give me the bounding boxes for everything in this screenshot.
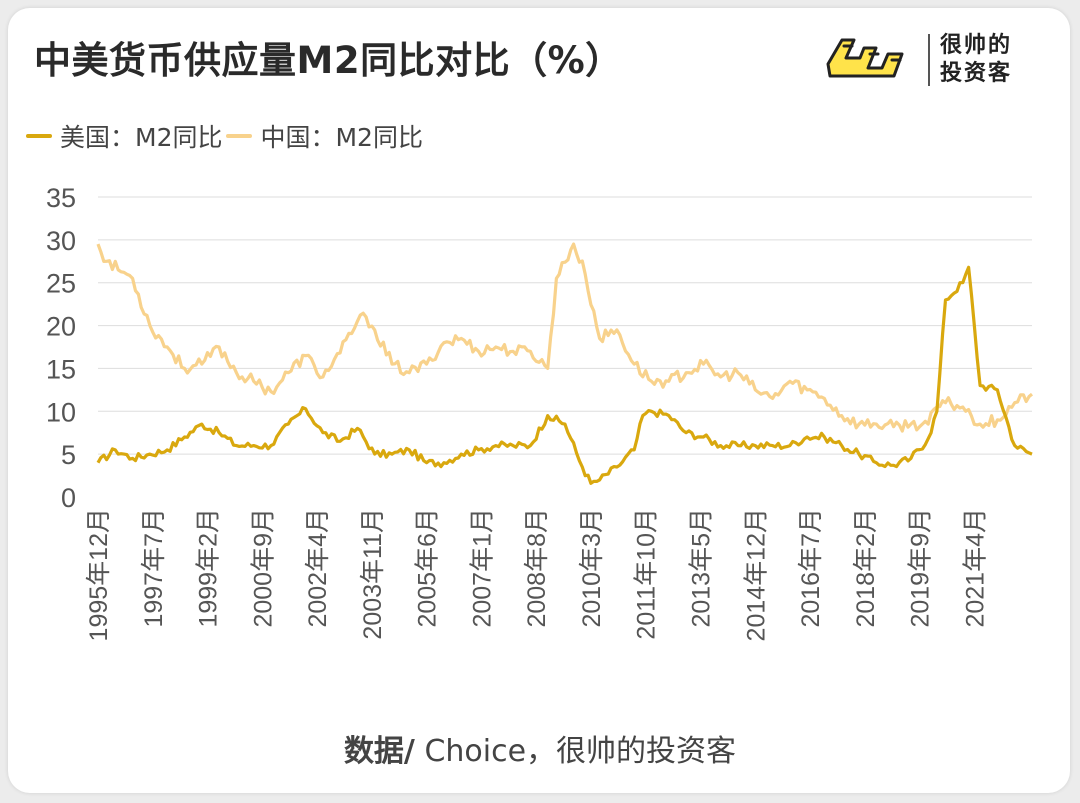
brand-text: 很帅的 投资客 — [940, 32, 1012, 88]
x-tick-label: 2008年8月 — [523, 508, 551, 628]
x-tick-label: 2003年11月 — [359, 508, 387, 640]
legend-swatch-china — [226, 134, 253, 138]
x-tick-label: 2000年9月 — [249, 508, 277, 628]
x-tick-label: 2016年7月 — [797, 508, 825, 628]
x-tick-label: 2021年4月 — [961, 508, 989, 628]
legend-swatch-us — [26, 134, 52, 138]
x-tick-label: 2010年3月 — [578, 508, 606, 628]
brand-logo: 很帅的 投资客 — [822, 24, 1042, 94]
legend-label-us: 美国：M2同比 — [60, 123, 223, 152]
y-tick-label: 0 — [61, 483, 76, 513]
y-tick-label: 35 — [46, 183, 76, 213]
x-tick-label: 2011年10月 — [633, 508, 661, 640]
brand-line-1: 很帅的 — [940, 33, 1013, 58]
brand-line-2: 投资客 — [940, 61, 1013, 86]
y-tick-label: 5 — [61, 440, 76, 470]
source-text: Choice，很帅的投资客 — [414, 734, 737, 769]
x-tick-label: 2007年1月 — [468, 508, 496, 628]
chart-legend: 美国：M2同比 中国：M2同比 — [26, 118, 427, 154]
x-tick-label: 1997年7月 — [140, 508, 168, 628]
chart-title: 中美货币供应量M2同比对比（%） — [34, 39, 623, 82]
brand-mark-icon — [826, 38, 904, 78]
y-tick-label: 20 — [46, 312, 76, 342]
y-tick-label: 10 — [46, 397, 76, 427]
x-tick-label: 2005年6月 — [414, 508, 442, 628]
source-prefix: 数据/ — [343, 734, 415, 769]
x-tick-label: 1999年2月 — [195, 508, 223, 628]
brand-divider — [928, 34, 930, 86]
legend-label-china: 中国：M2同比 — [260, 123, 423, 152]
x-tick-label: 2018年2月 — [852, 508, 880, 628]
x-tick-label: 2013年5月 — [688, 508, 716, 628]
series-line-china — [96, 242, 1034, 433]
legend-item-us[interactable]: 美国：M2同比 — [26, 118, 222, 154]
y-tick-label: 30 — [46, 226, 76, 256]
x-tick-label: 2014年12月 — [742, 508, 770, 641]
y-tick-label: 15 — [46, 354, 76, 384]
x-tick-label: 2002年4月 — [304, 508, 332, 628]
x-tick-label: 1995年12月 — [85, 508, 113, 641]
data-source: 数据/ Choice，很帅的投资客 — [0, 726, 1080, 770]
x-tick-label: 2019年9月 — [907, 508, 935, 628]
series-line-us — [96, 265, 1033, 485]
chart-card — [8, 8, 1070, 793]
y-tick-label: 25 — [46, 269, 76, 299]
legend-item-china[interactable]: 中国：M2同比 — [226, 118, 423, 154]
